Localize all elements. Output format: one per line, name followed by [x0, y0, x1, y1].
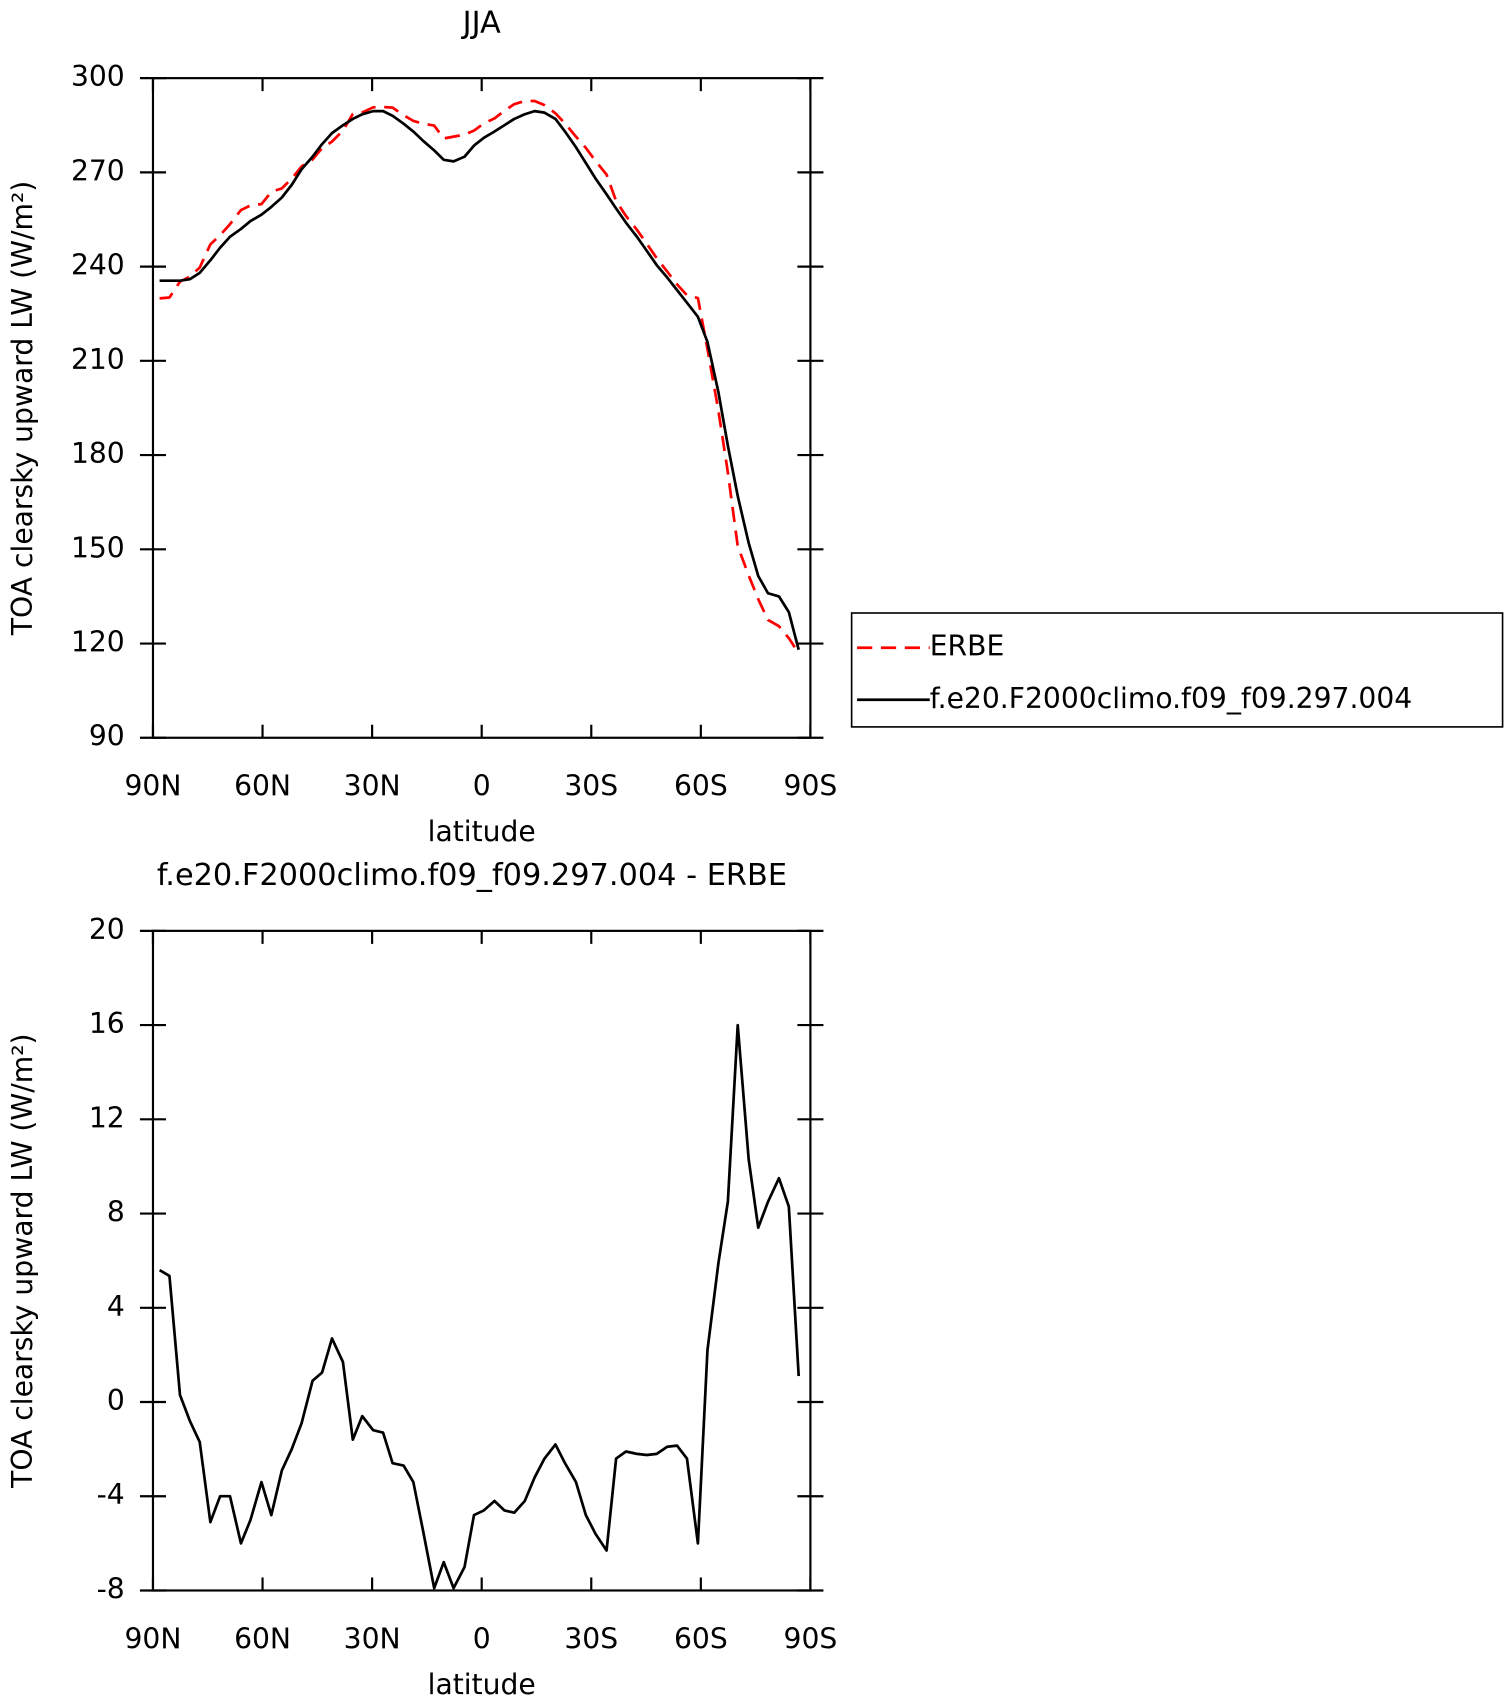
- y-tick-label: 240: [71, 249, 125, 282]
- y-tick-label: 210: [71, 343, 125, 376]
- x-tick-label: 60S: [674, 1622, 728, 1655]
- x-tick-label: 90N: [124, 1622, 181, 1655]
- y-tick-label: 8: [107, 1196, 125, 1229]
- x-tick-label: 30S: [564, 1622, 618, 1655]
- y-tick-label: 12: [89, 1101, 125, 1134]
- x-tick-label: 60N: [234, 770, 291, 803]
- x-tick-label: 30N: [344, 1622, 401, 1655]
- y-tick-label: 16: [89, 1007, 125, 1040]
- x-tick-label: 60N: [234, 1622, 291, 1655]
- y-tick-label: 20: [89, 913, 125, 946]
- legend-box: [850, 612, 1504, 728]
- x-axis-label: latitude: [428, 815, 536, 848]
- x-tick-label: 0: [473, 770, 491, 803]
- x-tick-label: 60S: [674, 770, 728, 803]
- y-tick-label: 180: [71, 437, 125, 470]
- y-tick-label: 270: [71, 154, 125, 187]
- y-tick-label: 90: [89, 720, 125, 753]
- x-tick-label: 30N: [344, 770, 401, 803]
- plot-frame: [151, 929, 812, 1592]
- data-line: [159, 99, 800, 654]
- x-tick-label: 90S: [784, 770, 838, 803]
- y-tick-label: -8: [97, 1572, 125, 1605]
- y-tick-label: 120: [71, 626, 125, 659]
- y-tick-label: 150: [71, 531, 125, 564]
- chart-title: JJA: [461, 5, 501, 40]
- y-axis-label: TOA clearsky upward LW (W/m²): [6, 181, 39, 636]
- data-line: [158, 1023, 801, 1590]
- legend-label: f.e20.F2000climo.f09_f09.297.004: [930, 682, 1412, 715]
- legend-label: ERBE: [930, 630, 1005, 663]
- y-axis-label: TOA clearsky upward LW (W/m²): [6, 1033, 39, 1488]
- x-tick-label: 90S: [784, 1622, 838, 1655]
- y-tick-label: 4: [107, 1290, 125, 1323]
- y-tick-label: 300: [71, 60, 125, 93]
- data-line: [159, 109, 801, 651]
- x-tick-label: 0: [473, 1622, 491, 1655]
- x-tick-label: 90N: [124, 770, 181, 803]
- chart-title: f.e20.F2000climo.f09_f09.297.004 - ERBE: [157, 858, 787, 893]
- x-tick-label: 30S: [564, 770, 618, 803]
- x-axis-label: latitude: [428, 1668, 536, 1699]
- plot-frame: [151, 77, 812, 739]
- y-tick-label: 0: [107, 1384, 125, 1417]
- y-tick-label: -4: [97, 1478, 125, 1511]
